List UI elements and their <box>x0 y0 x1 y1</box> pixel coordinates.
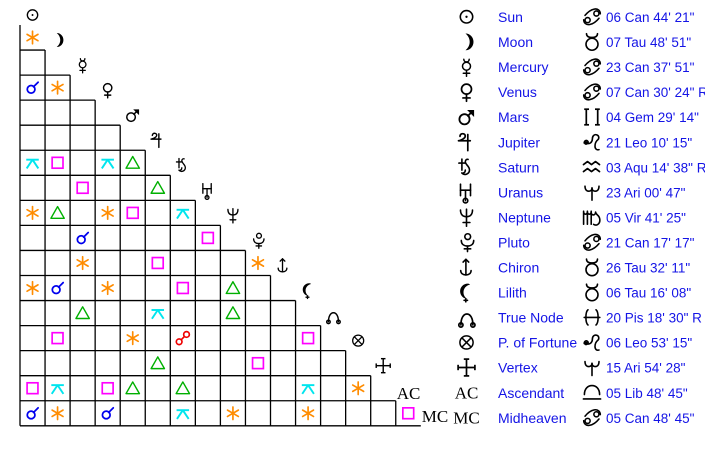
svg-text:23 Ari 00' 47": 23 Ari 00' 47" <box>606 185 686 200</box>
svg-text:Saturn: Saturn <box>498 159 539 175</box>
svg-text:21 Leo 10' 15": 21 Leo 10' 15" <box>606 135 692 150</box>
svg-text:05 Lib 48' 45": 05 Lib 48' 45" <box>606 386 688 401</box>
svg-text:06 Tau 16' 08": 06 Tau 16' 08" <box>606 286 691 301</box>
svg-text:06 Leo 53' 15": 06 Leo 53' 15" <box>606 336 692 351</box>
svg-text:Neptune: Neptune <box>498 209 551 225</box>
svg-text:Jupiter: Jupiter <box>498 134 540 150</box>
svg-text:Moon: Moon <box>498 34 533 50</box>
svg-text:Vertex: Vertex <box>498 360 538 376</box>
svg-text:AC: AC <box>397 384 421 403</box>
svg-text:Mars: Mars <box>498 109 529 125</box>
svg-text:23 Can 37' 51": 23 Can 37' 51" <box>606 60 695 75</box>
svg-text:Chiron: Chiron <box>498 260 539 276</box>
svg-text:Mercury: Mercury <box>498 59 549 75</box>
svg-text:Midheaven: Midheaven <box>498 410 567 426</box>
svg-text:21 Can 17' 17": 21 Can 17' 17" <box>606 235 695 250</box>
svg-text:05 Vir 41' 25": 05 Vir 41' 25" <box>606 210 686 225</box>
svg-text:Sun: Sun <box>498 9 523 25</box>
svg-text:MC: MC <box>422 407 448 426</box>
svg-text:06 Can 44' 21": 06 Can 44' 21" <box>606 10 695 25</box>
svg-text:15 Ari 54' 28": 15 Ari 54' 28" <box>606 361 686 376</box>
svg-text:26 Tau 32' 11": 26 Tau 32' 11" <box>606 261 690 276</box>
svg-text:MC: MC <box>453 409 479 428</box>
svg-text:Lilith: Lilith <box>498 285 527 301</box>
svg-text:Ascendant: Ascendant <box>498 385 564 401</box>
svg-text:Venus: Venus <box>498 84 537 100</box>
svg-text:05 Can 48' 45": 05 Can 48' 45" <box>606 411 695 426</box>
svg-text:Uranus: Uranus <box>498 184 543 200</box>
svg-text:True Node: True Node <box>498 310 564 326</box>
svg-text:07 Tau 48' 51": 07 Tau 48' 51" <box>606 35 691 50</box>
svg-text:07 Can 30' 24" R: 07 Can 30' 24" R <box>606 85 705 100</box>
svg-text:Pluto: Pluto <box>498 234 530 250</box>
svg-text:20 Pis 18' 30" R: 20 Pis 18' 30" R <box>606 311 702 326</box>
svg-text:04 Gem 29' 14": 04 Gem 29' 14" <box>606 110 699 125</box>
svg-text:AC: AC <box>455 384 479 403</box>
svg-text:P. of Fortune: P. of Fortune <box>498 335 577 351</box>
svg-text:03 Aqu 14' 38" R: 03 Aqu 14' 38" R <box>606 160 705 175</box>
